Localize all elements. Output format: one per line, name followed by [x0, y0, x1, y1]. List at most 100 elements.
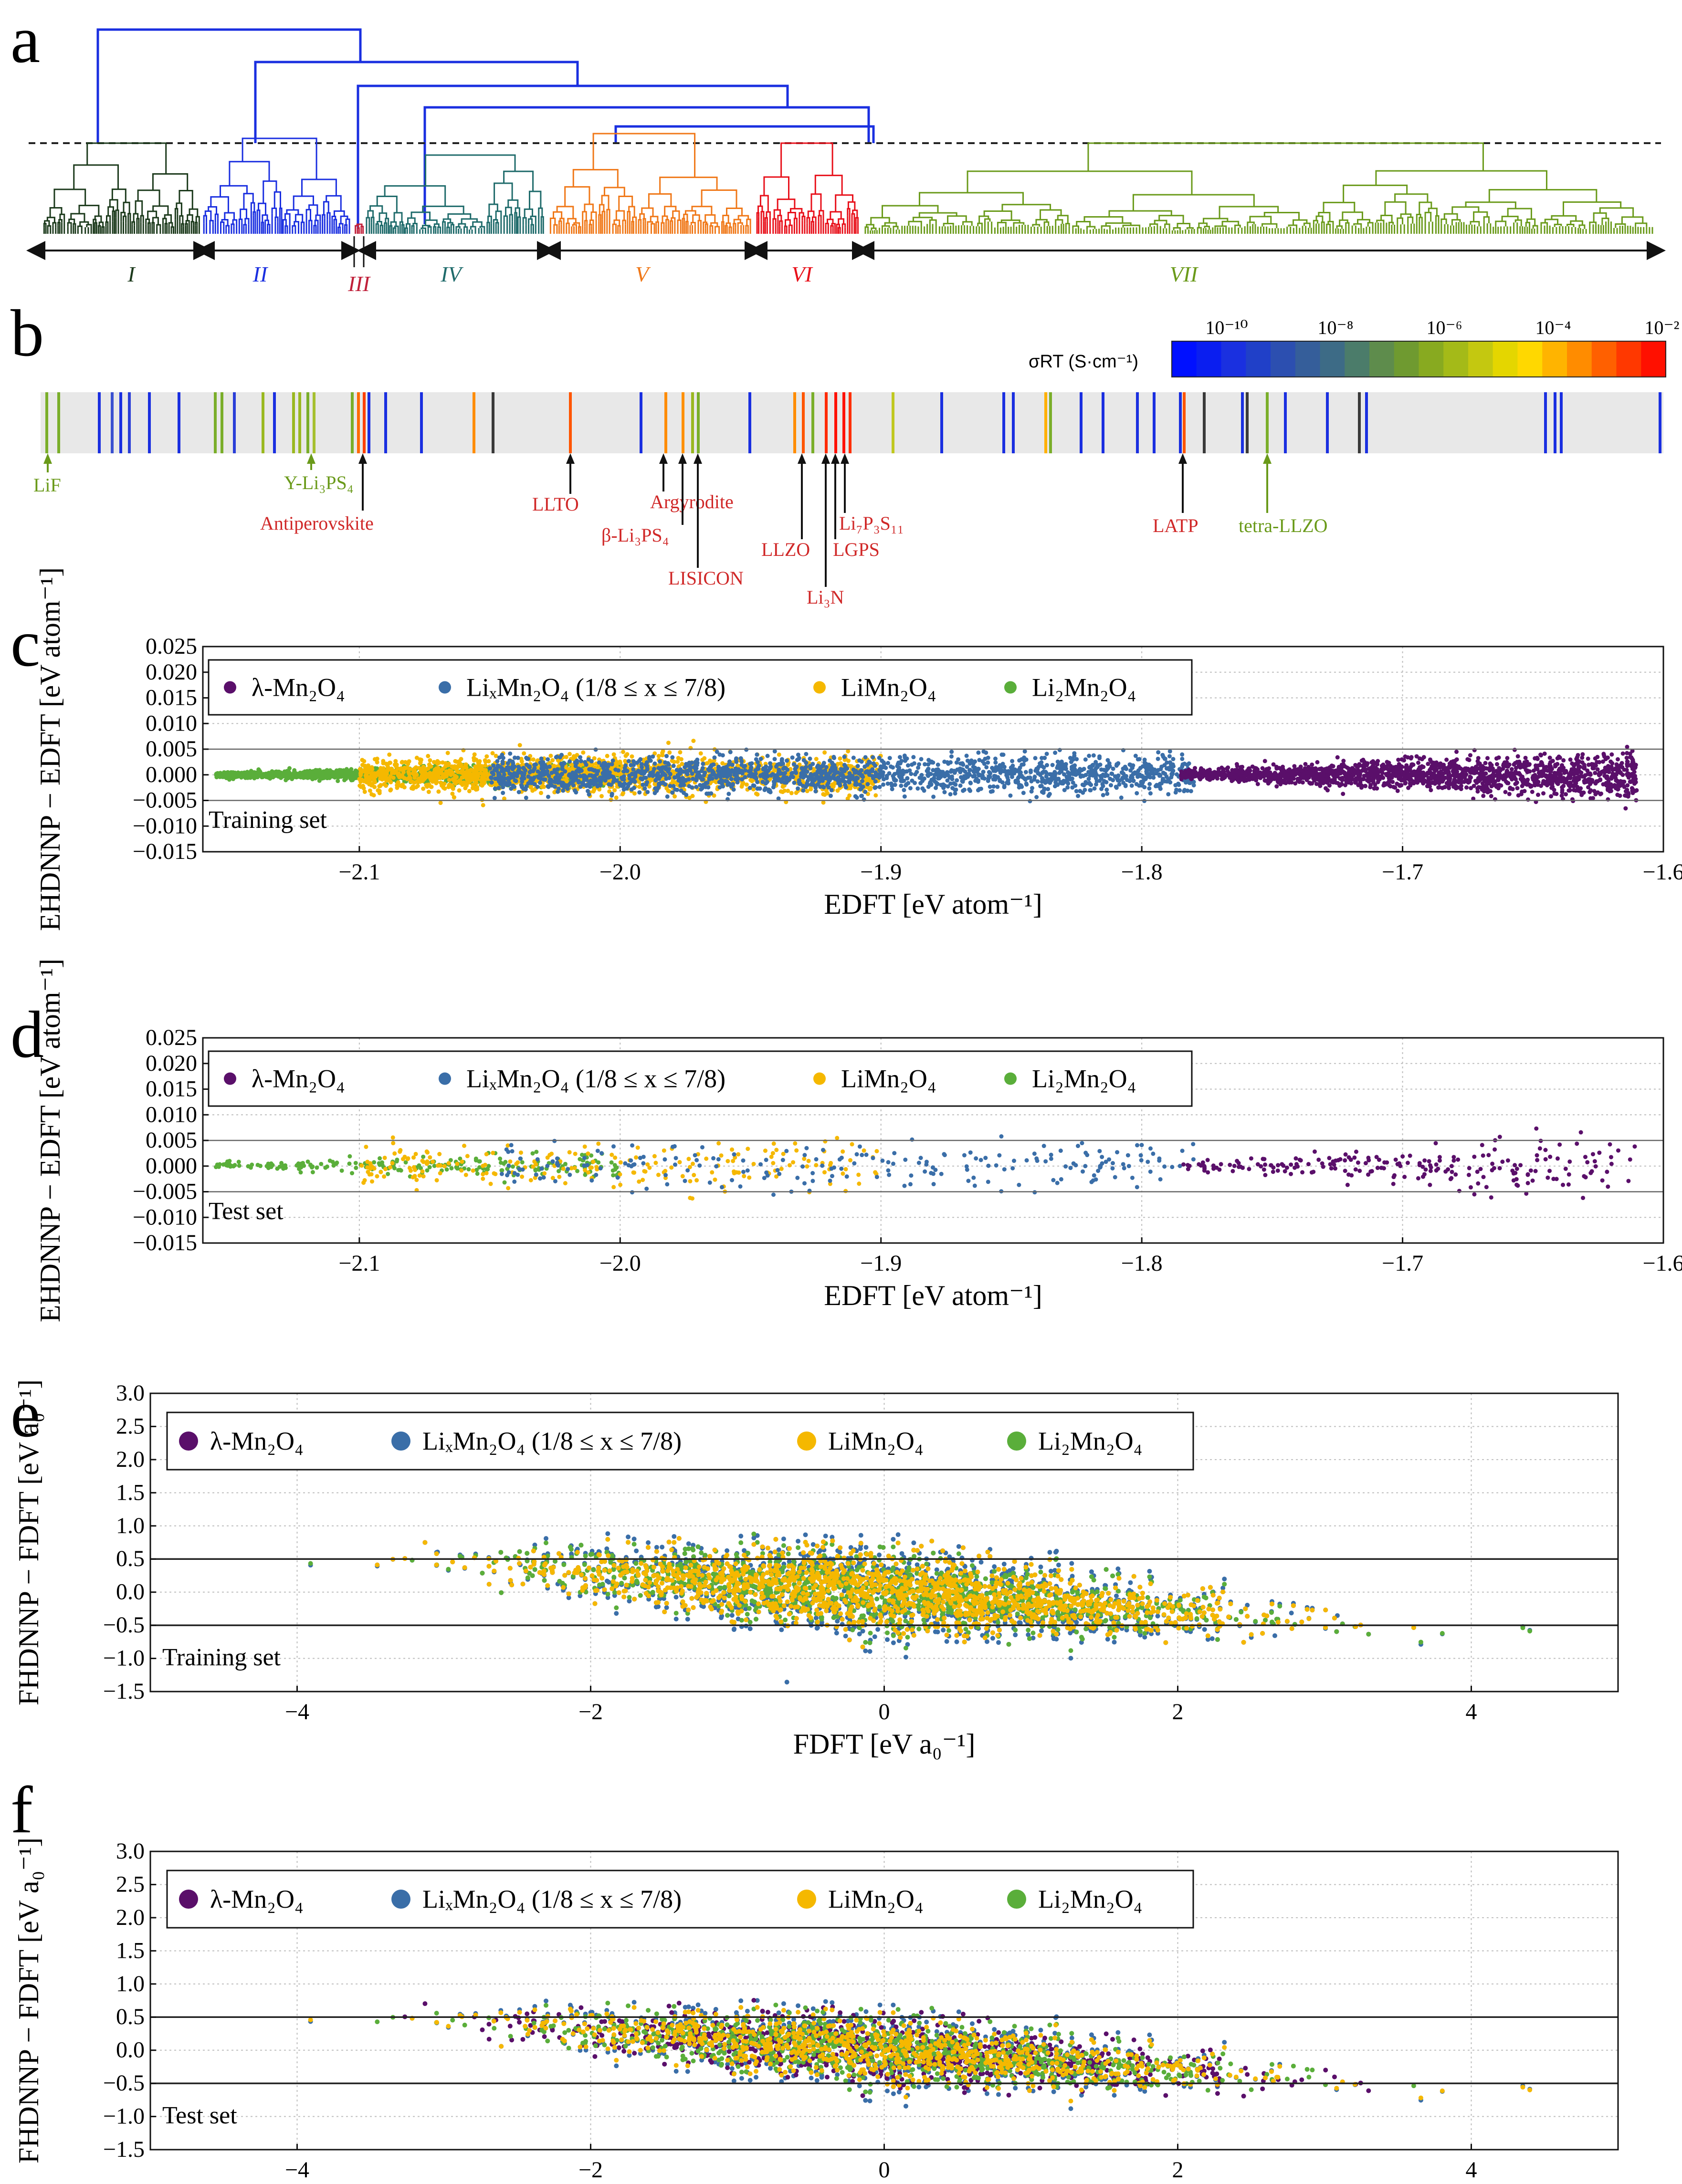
colorbar-segment	[1221, 341, 1247, 377]
dendrogram-link	[509, 214, 513, 223]
data-point	[458, 764, 463, 769]
data-point	[814, 757, 819, 762]
dendrogram-link	[1057, 215, 1069, 224]
dendrogram-link	[152, 173, 189, 191]
conductivity-line	[1080, 392, 1083, 453]
data-point	[831, 784, 836, 789]
dendrogram-link	[584, 203, 594, 212]
dendrogram-link	[836, 223, 840, 228]
data-point	[454, 759, 459, 764]
dendrogram-link	[378, 212, 388, 222]
data-point	[332, 770, 336, 775]
cluster-range-arrows	[26, 236, 1666, 267]
dendrogram-link	[1367, 222, 1374, 227]
strip-annotation-label: LISICON	[668, 567, 744, 589]
dendrogram-link	[659, 177, 718, 194]
dendrogram-link	[208, 206, 218, 215]
annotation-arrowhead	[1263, 453, 1272, 464]
dendrogram-link	[1451, 206, 1480, 214]
dendrogram-link	[244, 218, 250, 225]
dendrogram-link	[73, 164, 119, 189]
data-point	[867, 778, 872, 783]
dendrogram-link	[86, 224, 92, 228]
dendrogram-link	[1428, 208, 1438, 216]
dendrogram-link	[115, 209, 119, 219]
dendrogram-link	[722, 215, 729, 223]
data-point	[548, 753, 553, 758]
dendrogram-link	[58, 219, 63, 223]
conductivity-line	[262, 392, 264, 453]
data-point	[777, 752, 781, 757]
dendrogram-link	[810, 193, 822, 211]
dendrogram-link	[220, 185, 248, 197]
dendrogram-link	[1440, 218, 1447, 224]
dendrogram-link	[582, 211, 587, 221]
dendrogram-link	[601, 210, 606, 219]
data-point	[612, 788, 617, 793]
colorbar-segment	[1493, 341, 1518, 377]
colorbar-segment	[1271, 341, 1296, 377]
dendrogram-link	[650, 223, 655, 226]
dendrogram-link	[493, 219, 498, 223]
dendrogram-link	[787, 212, 796, 220]
dendrogram-link	[777, 215, 782, 221]
conductivity-line	[1544, 392, 1547, 453]
conductivity-line	[1358, 392, 1361, 453]
dendrogram-link	[704, 223, 708, 229]
dendrogram-link	[764, 217, 768, 221]
data-point	[483, 777, 488, 782]
dendrogram-link	[908, 220, 922, 227]
dendrogram-link	[589, 223, 592, 227]
panel-letter-c: c	[11, 606, 40, 680]
data-point	[400, 782, 405, 787]
dendrogram-link	[1570, 220, 1583, 225]
dendrogram-link	[52, 222, 57, 228]
dendrogram-link	[641, 207, 654, 217]
series-points	[487, 747, 1196, 804]
conductivity-strip-background	[41, 392, 1663, 453]
conductivity-line	[640, 392, 642, 453]
dendrogram-link	[273, 191, 282, 209]
colorbar-segment	[1616, 341, 1642, 377]
dendrogram-link	[785, 219, 791, 226]
dendrogram-link	[333, 210, 345, 217]
dendrogram-link	[784, 225, 788, 230]
data-point	[1180, 752, 1185, 757]
dendrogram-link	[345, 218, 350, 225]
dendrogram-link	[470, 226, 476, 230]
data-point	[517, 743, 522, 748]
dendrogram-link	[366, 217, 370, 223]
conductivity-line	[1365, 392, 1368, 453]
conductivity-line	[825, 392, 828, 453]
dendrogram-link	[179, 215, 184, 224]
data-point	[418, 760, 423, 764]
conductivity-line	[1044, 392, 1047, 453]
dendrogram-link	[232, 219, 238, 226]
dendrogram-link	[401, 224, 405, 229]
dendrogram-link	[601, 195, 610, 210]
data-point	[484, 754, 489, 759]
dendrogram-link	[1621, 216, 1644, 224]
dendrogram-link	[77, 225, 83, 229]
panel-letter-f: f	[11, 1773, 33, 1847]
dendrogram-link	[790, 208, 803, 213]
data-point	[838, 756, 842, 761]
data-point	[470, 786, 475, 791]
strip-annotation-label: LLZO	[761, 539, 810, 560]
data-point	[357, 767, 362, 772]
dendrogram-link	[1544, 219, 1559, 225]
data-point	[454, 780, 459, 784]
dendrogram-link	[384, 222, 388, 228]
colorbar-segment	[1641, 341, 1666, 377]
dendrogram-link	[703, 221, 708, 225]
data-point	[365, 780, 369, 785]
conductivity-line	[1153, 392, 1156, 453]
dendrogram-link	[1336, 225, 1343, 229]
dendrogram-link	[977, 222, 983, 227]
dendrogram-panel: I II III IV V VI VII	[26, 28, 1666, 296]
data-point	[519, 759, 524, 764]
conductivity-line	[793, 392, 796, 453]
dendrogram-link	[120, 211, 126, 222]
dendrogram-link	[841, 223, 846, 228]
